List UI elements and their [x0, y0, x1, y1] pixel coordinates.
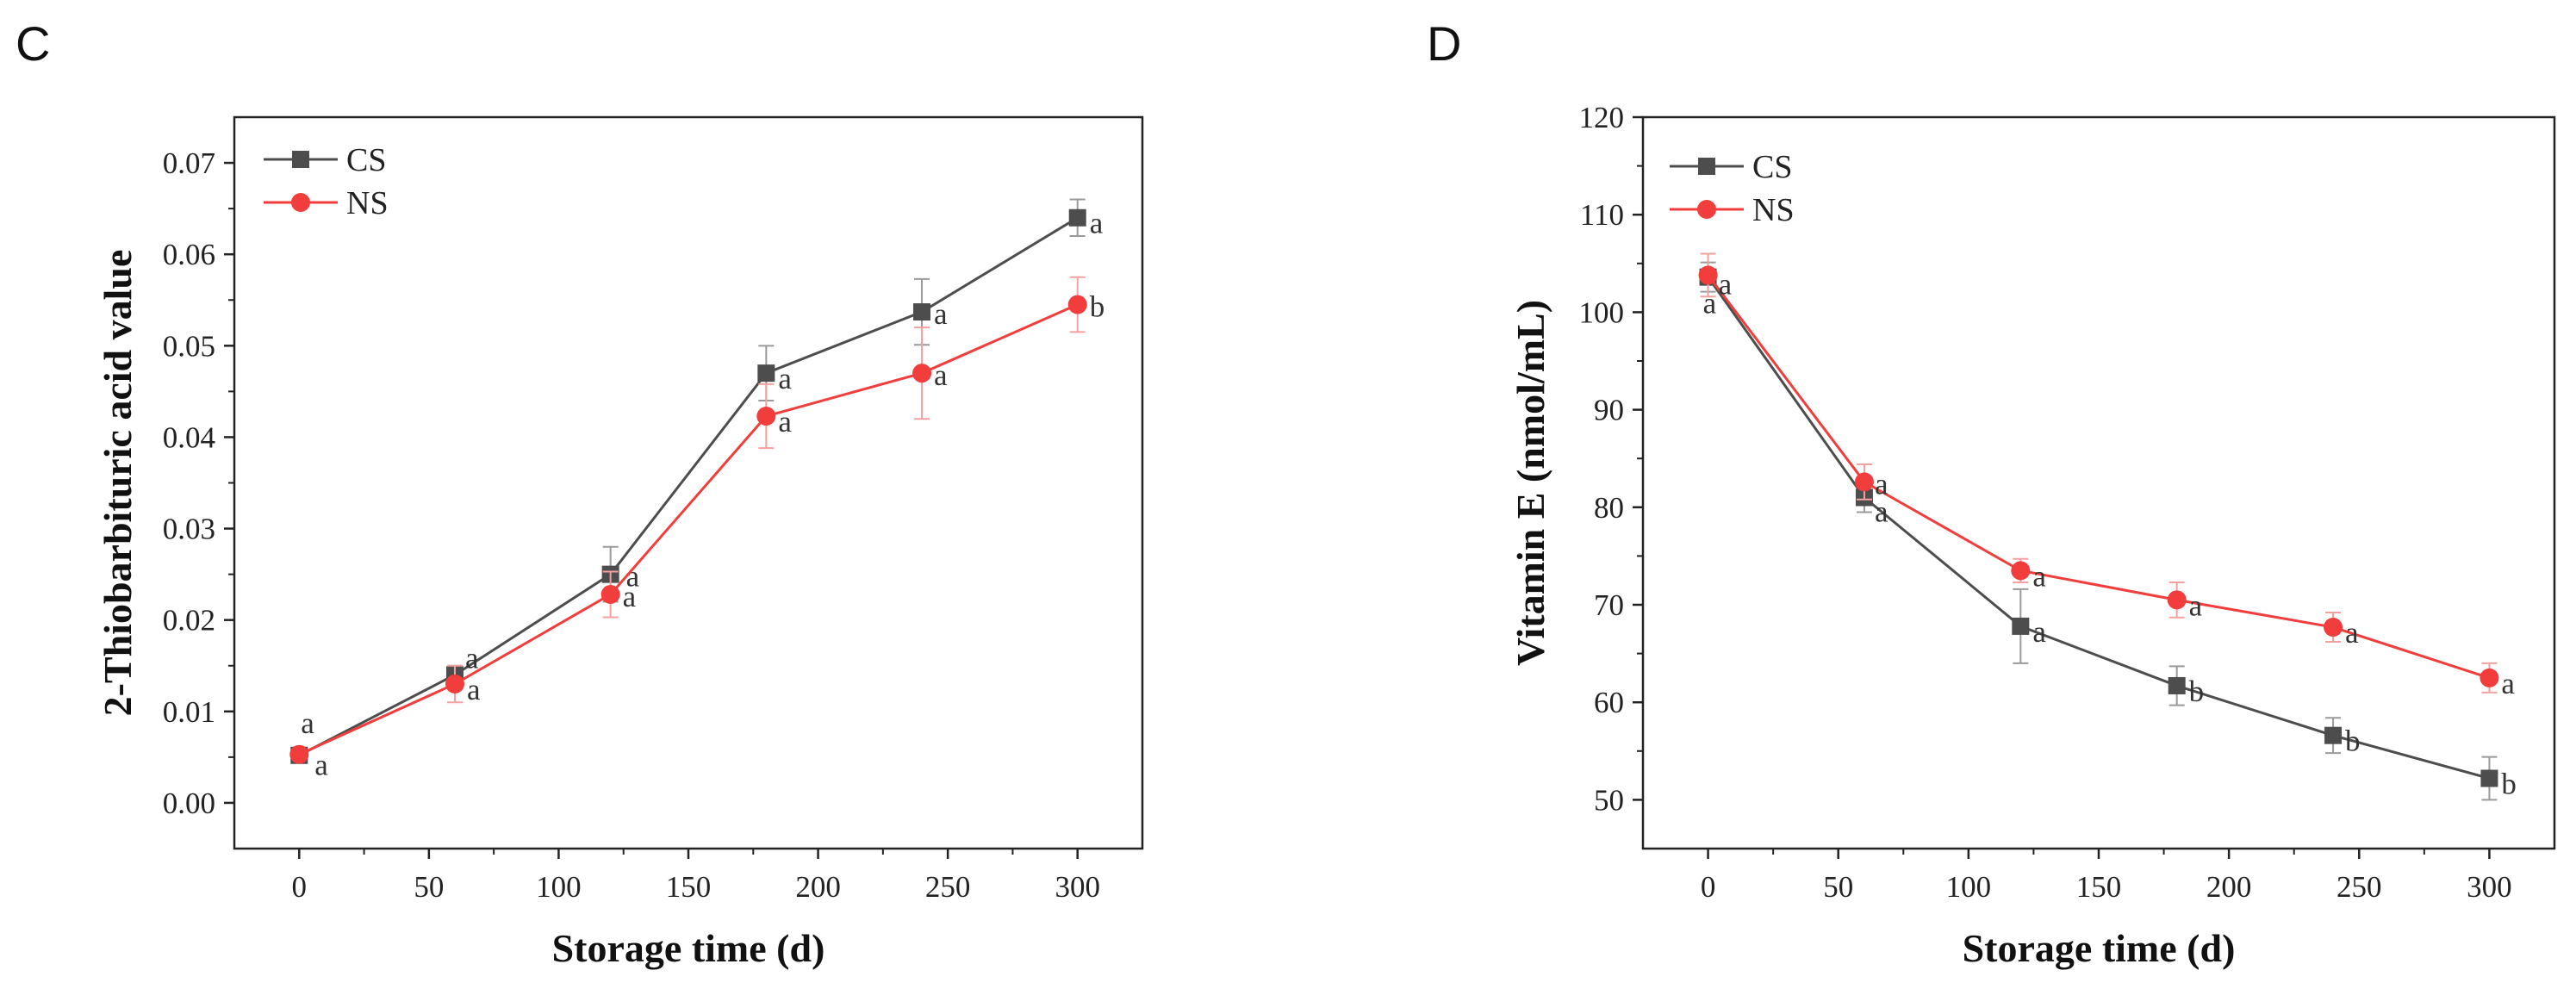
y-axis-label: 2-Thiobarbituric acid value [96, 250, 140, 717]
y-tick-label: 0.03 [163, 513, 215, 546]
data-point [445, 674, 464, 694]
x-tick-label: 300 [2467, 870, 2512, 904]
data-point [289, 744, 309, 764]
data-point [756, 407, 776, 426]
x-tick-label: 50 [1823, 870, 1853, 904]
y-axis-label: Vitamin E (nmol/mL) [1509, 300, 1552, 666]
y-tick-label: 80 [1594, 491, 1624, 525]
x-axis-label: Storage time (d) [552, 926, 825, 970]
significance-label: b [1090, 290, 1105, 324]
significance-label: a [301, 706, 314, 740]
data-point [2168, 676, 2186, 694]
data-point [600, 584, 620, 604]
x-tick-label: 0 [292, 870, 308, 904]
data-point [2012, 617, 2030, 635]
significance-label: a [2189, 588, 2203, 622]
legend-label: CS [346, 142, 386, 178]
legend-label: NS [346, 185, 389, 221]
x-tick-label: 0 [1701, 870, 1716, 904]
significance-label: a [626, 560, 640, 594]
significance-label: a [778, 362, 792, 395]
significance-label: a [1090, 207, 1104, 240]
plot-frame [233, 115, 1144, 850]
y-tick-label: 60 [1594, 686, 1624, 719]
significance-label: a [934, 297, 948, 331]
significance-label: a [2032, 559, 2046, 593]
significance-label: b [2189, 675, 2205, 708]
data-point [757, 364, 775, 383]
x-tick-label: 50 [414, 870, 444, 904]
data-point [2480, 668, 2499, 687]
data-point [912, 364, 932, 383]
x-tick-label: 250 [2336, 870, 2382, 904]
data-point [1854, 472, 1874, 492]
significance-label: a [623, 580, 637, 613]
series-line [1707, 274, 2490, 680]
y-tick-label: 0.01 [163, 695, 215, 729]
legend-marker [1698, 158, 1715, 175]
significance-label: a [467, 673, 481, 706]
data-point [2011, 561, 2031, 581]
legend-marker [291, 193, 310, 212]
x-tick-label: 150 [2076, 870, 2122, 904]
significance-label: a [1703, 287, 1717, 320]
x-tick-label: 250 [925, 870, 971, 904]
data-point [1068, 208, 1086, 227]
significance-label: a [2501, 667, 2515, 700]
significance-label: a [2032, 615, 2046, 649]
x-tick-label: 200 [795, 870, 841, 904]
significance-label: a [465, 641, 479, 675]
x-axis-label: Storage time (d) [1963, 926, 2236, 970]
legend-label: NS [1752, 192, 1795, 228]
y-tick-label: 0.07 [163, 146, 215, 180]
x-tick-label: 100 [536, 870, 582, 904]
series-line [298, 216, 1079, 757]
data-point [2480, 769, 2498, 787]
x-tick-label: 300 [1055, 870, 1100, 904]
x-tick-label: 200 [2206, 870, 2252, 904]
x-tick-label: 150 [666, 870, 712, 904]
significance-label: a [1875, 467, 1888, 501]
significance-label: b [2501, 767, 2517, 800]
panel-d-chart: D 0 50 100 150 200 250 300 50 60 70 80 90 100 110 120 St… [1427, 16, 2556, 970]
data-point [2324, 618, 2343, 638]
data-point [2324, 726, 2343, 744]
y-tick-label: 0.00 [163, 787, 215, 820]
panel-c-chart: C 0 50 100 150 200 250 300 0.00 0.01 0.02 0.03 0.04 0… [16, 16, 1144, 970]
data-point [2167, 590, 2187, 610]
legend-label: CS [1752, 149, 1792, 185]
data-point [913, 303, 931, 321]
y-tick-label: 90 [1594, 394, 1624, 427]
y-tick-label: 100 [1579, 295, 1625, 329]
y-tick-label: 0.04 [163, 420, 215, 454]
y-tick-label: 0.02 [163, 604, 215, 638]
data-point [1067, 295, 1087, 314]
x-tick-label: 100 [1946, 870, 1992, 904]
significance-label: a [2345, 616, 2359, 650]
series-line [298, 303, 1079, 756]
significance-label: a [1875, 494, 1888, 528]
y-tick-label: 120 [1579, 101, 1625, 134]
data-point [1698, 265, 1718, 285]
series-line [1707, 276, 2490, 780]
significance-label: a [778, 405, 792, 439]
panel-label: C [16, 16, 50, 71]
panel-label: D [1427, 16, 1461, 71]
y-tick-label: 0.05 [163, 329, 215, 363]
significance-label: a [1719, 267, 1733, 301]
significance-label: a [934, 358, 948, 392]
y-tick-label: 110 [1580, 198, 1624, 232]
significance-label: a [314, 749, 328, 782]
legend-marker [1697, 200, 1716, 219]
significance-label: b [2345, 725, 2361, 758]
y-tick-label: 0.06 [163, 238, 215, 271]
legend-marker [292, 151, 309, 168]
y-tick-label: 50 [1594, 783, 1624, 817]
y-tick-label: 70 [1594, 588, 1624, 622]
